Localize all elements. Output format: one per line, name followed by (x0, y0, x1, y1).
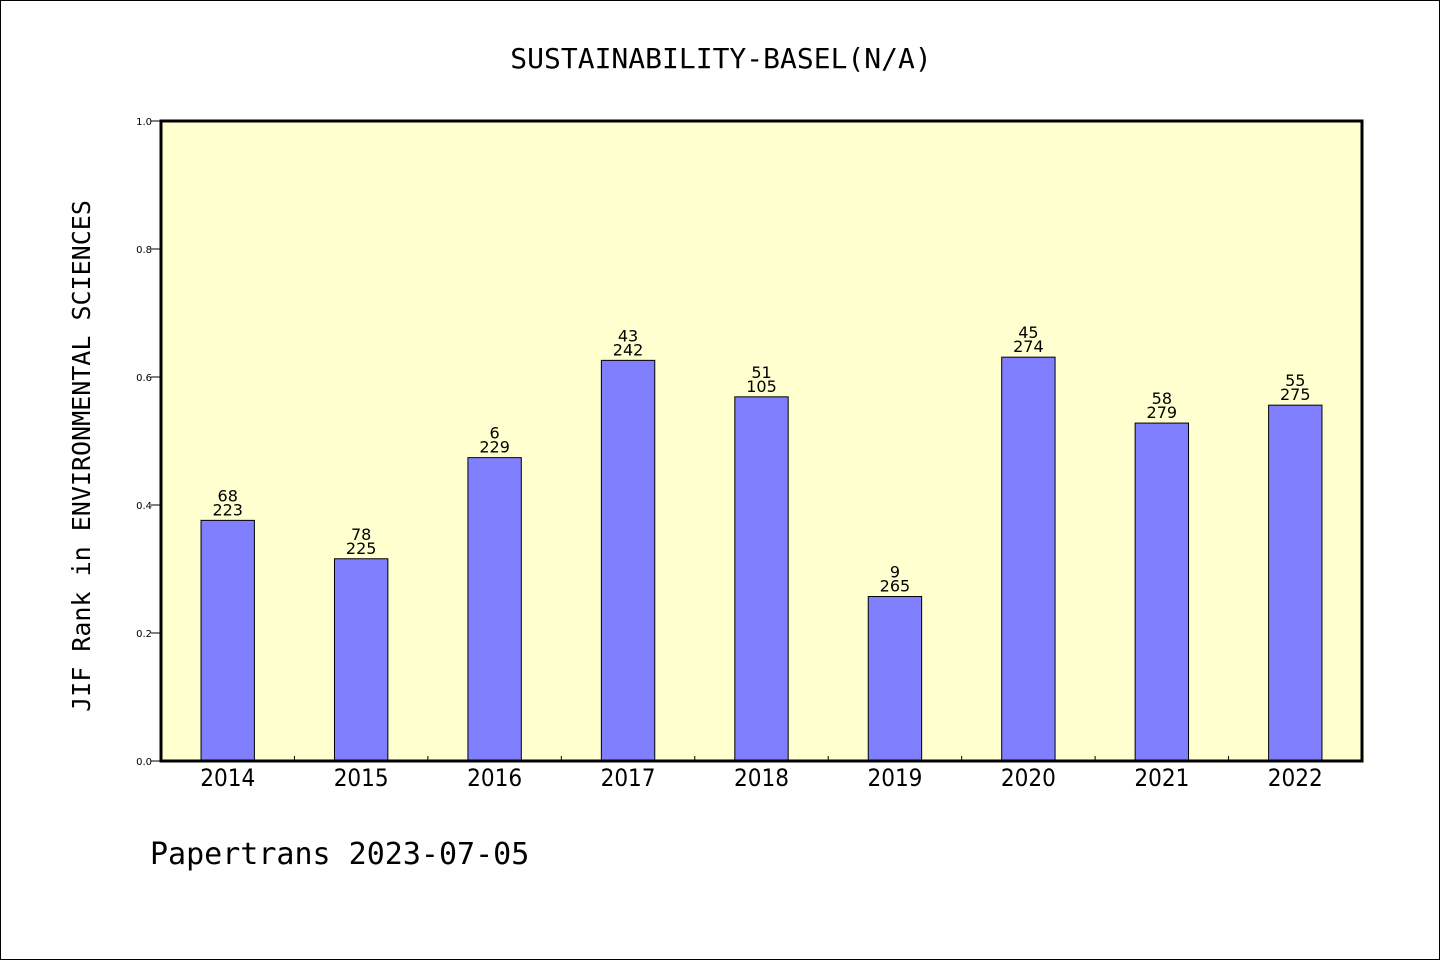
bar-label-top-2017: 43 (618, 326, 638, 345)
bars-layer (200, 356, 1323, 762)
x-tick-label-2022: 2022 (1268, 764, 1323, 792)
bar-2022 (1268, 404, 1323, 762)
x-tick-label-2020: 2020 (1001, 764, 1056, 792)
plot-frame (159, 119, 1364, 763)
bar-label-bottom-2015: 225 (346, 539, 377, 558)
y-axis-label: JIF Rank in ENVIRONMENTAL SCIENCES (67, 200, 96, 712)
x-tick-label-2018: 2018 (734, 764, 789, 792)
bar-label-bottom-2017: 242 (613, 340, 644, 359)
bar-label-bottom-2018: 105 (746, 377, 777, 396)
ticks-layer (151, 120, 1230, 762)
bar-2017 (600, 359, 656, 762)
x-tick-label-2015: 2015 (334, 764, 389, 792)
x-tick-label-2016: 2016 (467, 764, 522, 792)
bar-2014 (200, 519, 255, 762)
bar-label-top-2022: 55 (1285, 371, 1305, 390)
bar-label-top-2018: 51 (751, 363, 771, 382)
y-tick-label-0.8: 0.8 (136, 245, 152, 256)
bar-label-top-2015: 78 (351, 525, 371, 544)
x-tick-label-2017: 2017 (601, 764, 656, 792)
bar-2019 (867, 596, 923, 762)
y-tick-label-0.2: 0.2 (136, 629, 152, 640)
bar-label-bottom-2021: 279 (1147, 403, 1178, 422)
bar-label-bottom-2020: 274 (1013, 337, 1044, 356)
y-tick-label-0.4: 0.4 (136, 501, 152, 512)
bar-label-top-2019: 9 (890, 563, 900, 582)
bar-label-top-2020: 45 (1018, 323, 1038, 342)
bar-label-bottom-2016: 229 (479, 438, 510, 457)
y-tick-label-0.6: 0.6 (136, 373, 152, 384)
bar-label-top-2016: 6 (490, 424, 500, 443)
bar-2018 (734, 396, 789, 762)
x-tick-label-2021: 2021 (1134, 764, 1189, 792)
bar-2020 (1001, 356, 1056, 762)
chart-title: SUSTAINABILITY-BASEL(N/A) (510, 42, 931, 75)
bar-label-top-2021: 58 (1152, 389, 1172, 408)
bar-2021 (1134, 422, 1190, 762)
bar-label-bottom-2014: 223 (212, 500, 243, 519)
bar-2015 (333, 558, 389, 762)
x-tick-label-2014: 2014 (200, 764, 255, 792)
bar-label-top-2014: 68 (218, 486, 238, 505)
x-tick-label-2019: 2019 (867, 764, 922, 792)
bar-label-bottom-2019: 265 (880, 577, 911, 596)
footer-text: Papertrans 2023-07-05 (150, 837, 529, 872)
bar-2016 (467, 457, 522, 762)
bar-label-bottom-2022: 275 (1280, 385, 1311, 404)
y-tick-label-1.0: 1.0 (136, 117, 152, 128)
y-tick-label-0.0: 0.0 (136, 757, 152, 768)
